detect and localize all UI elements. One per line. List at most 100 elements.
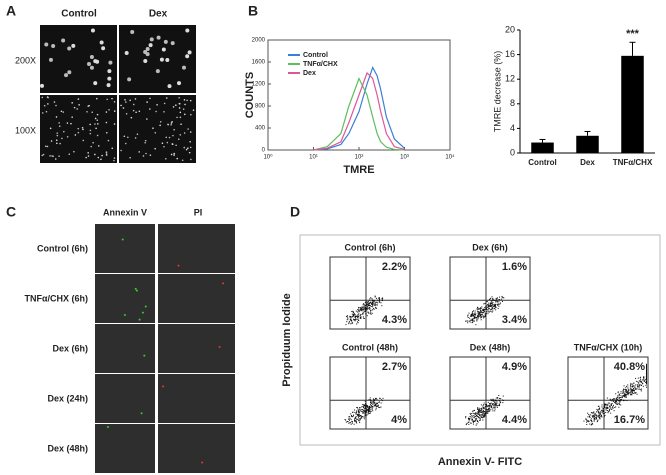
event — [629, 388, 631, 390]
cell — [186, 99, 188, 102]
event — [604, 414, 606, 416]
event — [480, 408, 482, 410]
cell — [190, 113, 192, 116]
event — [373, 400, 375, 402]
event — [493, 407, 495, 409]
y-tick-label: 8 — [510, 98, 515, 108]
event — [366, 405, 368, 407]
event — [489, 305, 491, 307]
event — [610, 403, 612, 405]
cell — [120, 149, 122, 152]
cell — [44, 42, 49, 47]
cell — [179, 134, 182, 136]
event — [374, 302, 376, 304]
event — [361, 310, 363, 312]
event — [476, 317, 478, 319]
event — [486, 313, 488, 315]
event — [586, 420, 588, 422]
event — [358, 312, 360, 314]
event — [497, 301, 499, 303]
event — [348, 322, 350, 324]
cell — [175, 104, 177, 106]
event — [367, 303, 369, 305]
cell — [94, 123, 96, 125]
event — [360, 409, 362, 411]
event — [624, 388, 626, 390]
event — [502, 297, 504, 299]
event — [608, 410, 610, 412]
event — [621, 396, 623, 398]
event — [357, 322, 359, 324]
event — [352, 415, 354, 417]
event — [380, 406, 382, 408]
event — [468, 320, 470, 322]
event — [484, 313, 486, 315]
event — [638, 385, 640, 387]
event — [370, 310, 372, 312]
event — [605, 409, 607, 411]
event — [479, 312, 481, 314]
event — [349, 316, 351, 318]
event — [487, 310, 489, 312]
event — [646, 375, 647, 377]
event — [357, 414, 359, 416]
event — [631, 389, 633, 391]
event — [615, 400, 617, 402]
cell — [189, 140, 191, 143]
event — [620, 391, 622, 393]
event — [470, 422, 472, 424]
cell — [155, 110, 157, 113]
event — [475, 418, 477, 420]
cell — [163, 111, 165, 113]
event — [600, 409, 602, 411]
event — [360, 415, 362, 417]
cell — [188, 151, 191, 154]
event — [476, 320, 478, 322]
event — [375, 397, 377, 399]
event — [601, 416, 603, 418]
event — [480, 316, 482, 318]
series-line — [313, 76, 405, 151]
event — [368, 307, 370, 309]
event — [646, 367, 647, 369]
event — [349, 319, 351, 321]
event — [469, 321, 471, 323]
cell — [87, 155, 90, 157]
event — [481, 416, 483, 418]
quadrant-percent: 1.6% — [502, 261, 527, 273]
event — [493, 400, 495, 402]
cell — [123, 135, 126, 138]
event — [640, 376, 642, 378]
event — [374, 304, 376, 306]
event — [593, 415, 595, 417]
cell — [189, 131, 192, 133]
event — [478, 416, 480, 418]
event — [499, 400, 501, 402]
event — [496, 304, 498, 306]
event — [626, 385, 628, 387]
cell — [67, 70, 72, 75]
event — [631, 392, 633, 394]
event — [465, 416, 467, 418]
event — [356, 311, 358, 313]
cell — [86, 61, 91, 66]
event — [353, 312, 355, 314]
event — [376, 402, 378, 404]
event — [643, 379, 645, 381]
event — [364, 414, 366, 416]
event — [590, 418, 592, 420]
event — [487, 408, 489, 410]
cell — [89, 123, 91, 126]
event — [483, 309, 485, 311]
event — [373, 307, 375, 309]
cell — [156, 104, 158, 106]
event — [606, 397, 608, 399]
event — [601, 415, 603, 417]
event — [487, 307, 489, 309]
event — [362, 411, 364, 413]
cell — [124, 51, 129, 56]
event — [637, 383, 639, 385]
event — [362, 412, 364, 414]
event — [498, 394, 500, 396]
event — [480, 319, 482, 321]
